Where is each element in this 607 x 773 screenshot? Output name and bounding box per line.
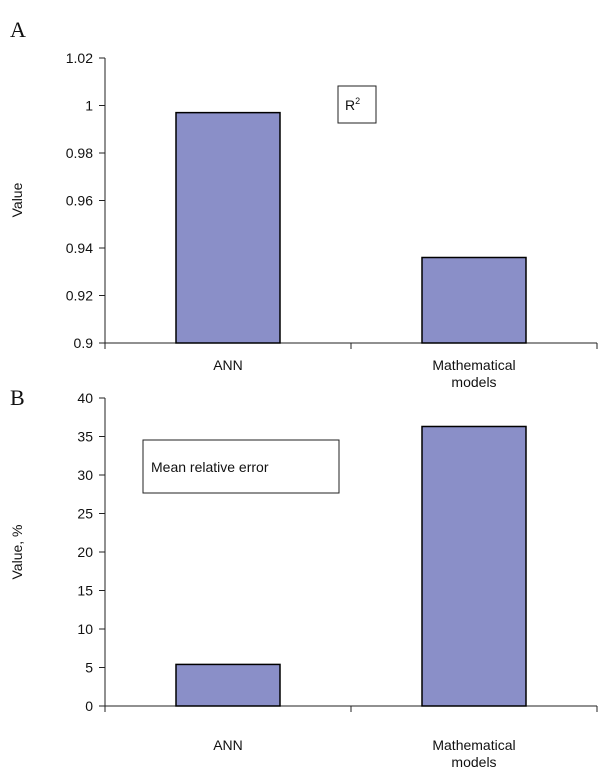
y-axis-title: Value, % [9,525,25,580]
x-category-label: ANN [213,737,243,753]
y-tick-label: 1 [85,98,93,114]
y-tick-label: 0 [85,698,93,714]
bar-mathematical-models [421,256,527,344]
y-tick-label: 5 [85,660,93,676]
y-tick-label: 0.96 [66,193,93,209]
y-tick-label: 20 [77,544,93,560]
y-tick-label: 0.9 [74,335,94,351]
y-tick-label: 0.92 [66,288,93,304]
annotation-box [337,85,377,124]
chart-panel-b: B 0 5 10 15 20 25 30 35 40 Value, % ANN Mathematical… [9,385,598,770]
y-tick-label: 30 [77,467,93,483]
x-category-label: ANN [213,357,243,373]
y-tick-label: 35 [77,429,93,445]
chart-panel-a: A 0.9 0.92 0.94 0.96 0.98 1 1.02 Value ANN Mathema… [9,17,598,390]
bar-ann [175,663,281,707]
y-tick-label: 15 [77,583,93,599]
bar-mathematical-models [421,425,527,707]
y-tick-label: 0.94 [66,240,93,256]
y-tick-label: 0.98 [66,145,93,161]
y-tick-label: 25 [77,506,93,522]
y-tick-label: 40 [77,390,93,406]
x-category-label: Mathematical models [432,357,515,390]
annotation-box [142,439,340,494]
panel-letter: B [10,385,25,410]
y-tick-label: 10 [77,621,93,637]
panel-letter: A [10,17,26,42]
y-axis-title: Value [9,182,25,217]
x-category-label: Mathematical models [432,737,515,770]
annotation-text: R2 [345,96,360,113]
annotation-text: Mean relative error [151,459,269,475]
y-tick-label: 1.02 [66,50,93,66]
bar-ann [175,111,281,344]
